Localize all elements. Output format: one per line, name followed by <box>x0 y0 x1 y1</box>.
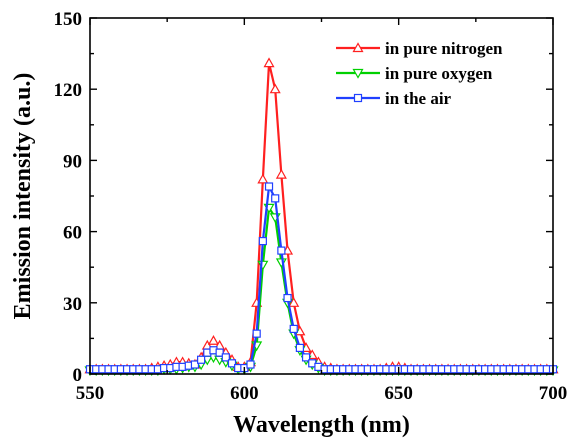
legend: in pure nitrogen in pure oxygen in the air <box>336 39 503 108</box>
legend-item: in pure oxygen <box>336 64 493 83</box>
data-point <box>227 359 237 368</box>
series-line-0 <box>90 61 553 371</box>
series-line-2 <box>90 185 553 371</box>
data-point <box>257 260 269 271</box>
x-axis-title: Wavelength (nm) <box>233 412 410 438</box>
series-0 <box>84 57 559 374</box>
data-point <box>271 194 280 203</box>
y-tick-label: 150 <box>54 9 83 30</box>
legend-label: in the air <box>385 89 452 108</box>
data-point <box>264 182 274 191</box>
x-tick-label: 600 <box>230 383 259 404</box>
data-point <box>275 168 287 179</box>
legend-marker <box>352 68 364 79</box>
data-point <box>221 353 230 362</box>
data-point <box>252 329 261 338</box>
series-1 <box>84 203 559 377</box>
y-tick-label: 30 <box>63 294 82 315</box>
data-point <box>246 360 255 369</box>
legend-item: in pure nitrogen <box>336 39 503 58</box>
x-tick-label: 550 <box>76 383 105 404</box>
data-point <box>263 57 275 68</box>
legend-item: in the air <box>336 89 452 108</box>
legend-label: in pure nitrogen <box>385 39 503 58</box>
y-axis-title: Emission intensity (a.u.) <box>10 73 36 320</box>
data-point <box>269 83 281 94</box>
data-point <box>283 293 292 303</box>
data-point <box>215 348 224 357</box>
data-point <box>289 324 298 334</box>
data-point <box>301 353 311 362</box>
y-tick-label: 0 <box>73 365 83 386</box>
legend-marker <box>352 42 364 53</box>
data-point <box>295 343 304 352</box>
series-line-1 <box>90 206 553 372</box>
plot-area <box>84 57 559 377</box>
series-2 <box>85 182 558 374</box>
x-tick-label: 700 <box>539 383 568 404</box>
y-tick-label: 120 <box>54 80 83 101</box>
data-point <box>190 360 200 369</box>
data-point <box>258 236 267 246</box>
data-point <box>288 297 300 307</box>
legend-marker <box>353 93 363 103</box>
data-point <box>277 246 286 255</box>
data-point <box>275 258 287 269</box>
y-tick-label: 60 <box>63 223 82 244</box>
data-point <box>257 173 269 184</box>
y-tick-label: 90 <box>63 151 82 172</box>
data-point <box>207 335 219 345</box>
legend-label: in pure oxygen <box>385 64 493 83</box>
data-point <box>197 355 206 364</box>
axes: 550 600 650 700 0 30 60 90 120 150 <box>54 9 568 404</box>
x-tick-label: 650 <box>384 383 413 404</box>
